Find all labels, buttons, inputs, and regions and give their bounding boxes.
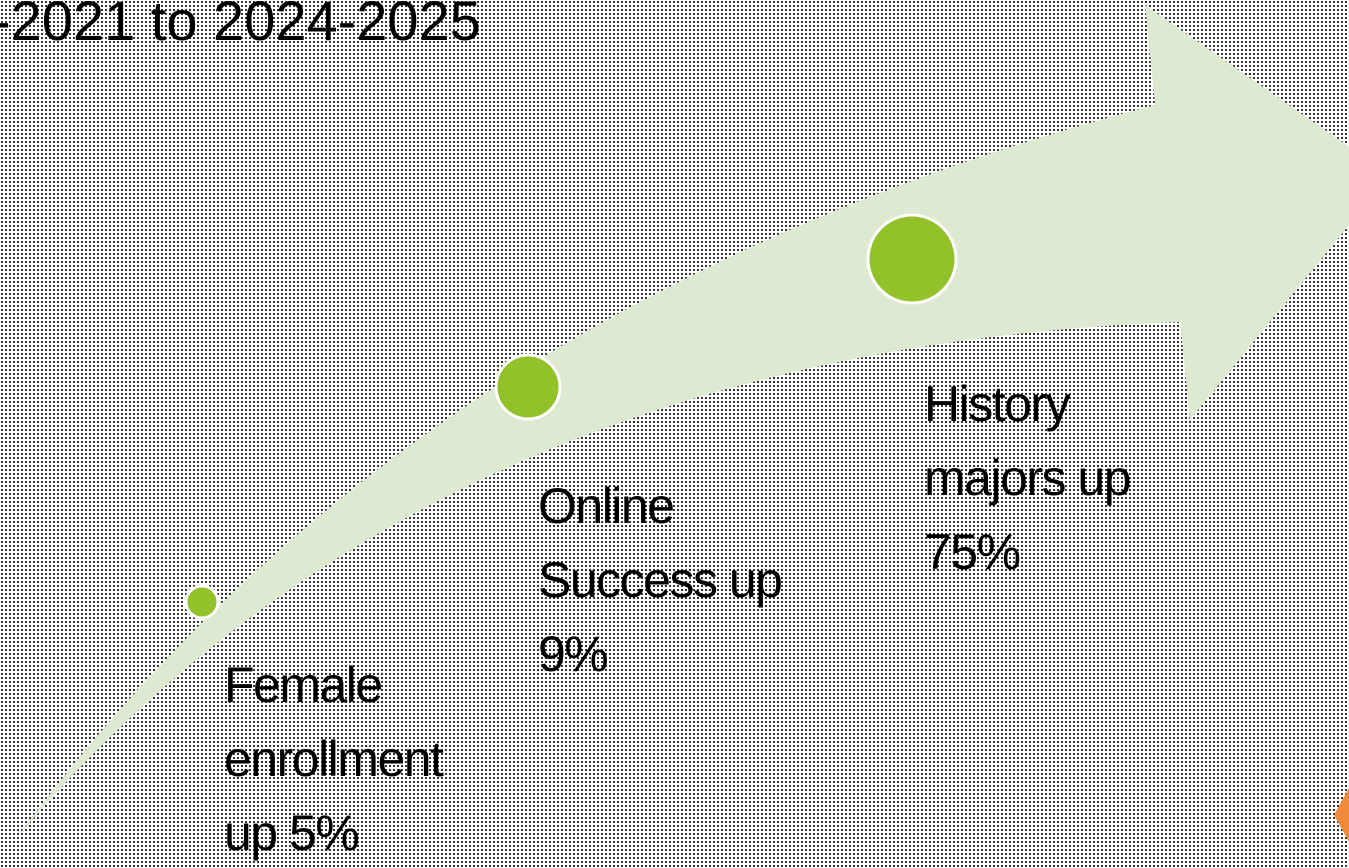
milestone-label: Success up xyxy=(538,552,781,608)
milestone-label: 9% xyxy=(538,626,607,682)
milestone-label: History xyxy=(924,376,1071,432)
milestone-dot xyxy=(494,353,562,421)
slide-title: -2021 to 2024-2025 xyxy=(0,0,481,52)
arrow xyxy=(15,5,1349,840)
milestone-dot xyxy=(866,213,958,305)
milestone-label: Female xyxy=(224,657,382,713)
milestone-label: up 5% xyxy=(224,805,358,861)
milestone-label: Online xyxy=(538,478,674,534)
milestone-label: 75% xyxy=(924,524,1020,580)
corner-shape xyxy=(1334,788,1349,842)
milestone-label: majors up xyxy=(924,450,1130,506)
milestone-dot xyxy=(184,584,220,620)
milestone-label: enrollment xyxy=(224,731,444,787)
